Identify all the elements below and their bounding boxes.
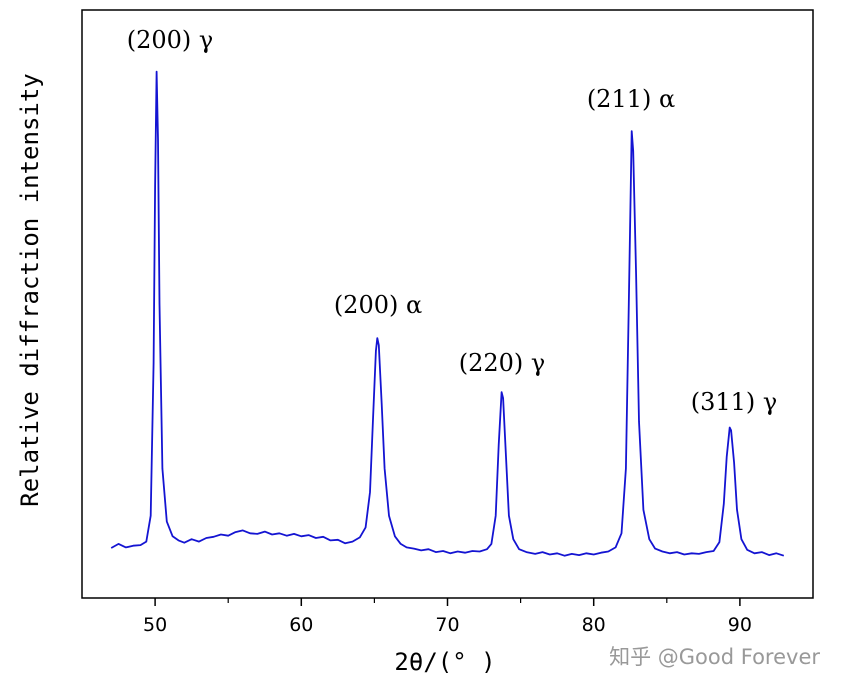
- plot-frame: [81, 9, 814, 599]
- peak-label: (200) α: [334, 291, 422, 319]
- y-axis-label: Relative diffraction intensity: [16, 73, 44, 506]
- peak-label: (220) γ: [459, 349, 546, 377]
- x-tick-label: 60: [289, 614, 313, 636]
- x-tick-label: 90: [728, 614, 752, 636]
- x-axis-label: 2θ/(° ): [394, 648, 495, 676]
- peak-label: (200) γ: [127, 26, 214, 54]
- x-tick-label: 70: [435, 614, 459, 636]
- x-tick-label: 80: [582, 614, 606, 636]
- x-tick-label: 50: [143, 614, 167, 636]
- peak-label: (211) α: [587, 85, 675, 113]
- watermark: 知乎 @Good Forever: [609, 645, 820, 669]
- diffraction-line: [110, 70, 785, 557]
- peak-label: (311) γ: [691, 388, 778, 416]
